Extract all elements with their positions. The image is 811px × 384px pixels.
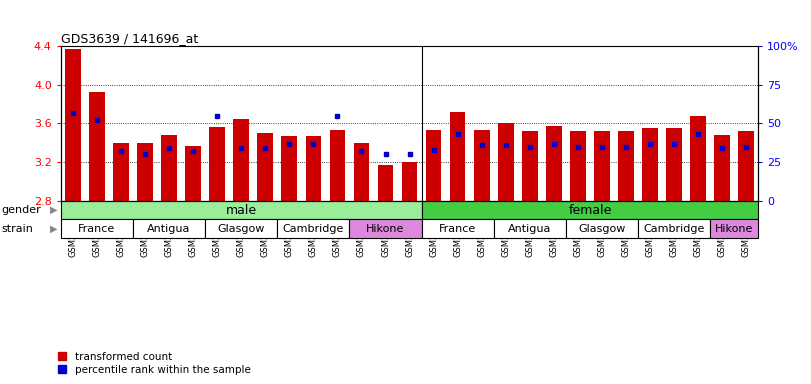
Text: Glasgow: Glasgow: [578, 224, 625, 234]
Bar: [494, 220, 566, 238]
Bar: [209, 127, 225, 201]
Bar: [710, 220, 758, 238]
Bar: [570, 131, 586, 201]
Bar: [546, 126, 562, 201]
Bar: [185, 146, 201, 201]
Text: female: female: [569, 204, 611, 217]
Text: Glasgow: Glasgow: [217, 224, 265, 234]
Bar: [234, 119, 249, 201]
Text: Antigua: Antigua: [508, 224, 551, 234]
Bar: [378, 165, 393, 201]
Bar: [522, 131, 538, 201]
Bar: [133, 220, 205, 238]
Bar: [594, 131, 610, 201]
Bar: [714, 135, 730, 201]
Bar: [566, 220, 638, 238]
Text: ▶: ▶: [50, 205, 58, 215]
Text: France: France: [439, 224, 476, 234]
Bar: [422, 220, 494, 238]
Bar: [642, 128, 658, 201]
Bar: [114, 143, 129, 201]
Bar: [474, 130, 490, 201]
Text: Cambridge: Cambridge: [643, 224, 705, 234]
Bar: [257, 133, 273, 201]
Bar: [739, 131, 754, 201]
Text: strain: strain: [2, 224, 33, 234]
Bar: [205, 220, 277, 238]
Bar: [277, 220, 350, 238]
Bar: [61, 201, 422, 220]
Text: gender: gender: [2, 205, 41, 215]
Bar: [61, 220, 133, 238]
Bar: [306, 136, 321, 201]
Text: ▶: ▶: [50, 224, 58, 234]
Bar: [450, 112, 466, 201]
Text: Antigua: Antigua: [148, 224, 191, 234]
Bar: [350, 220, 422, 238]
Bar: [65, 49, 80, 201]
Bar: [281, 136, 297, 201]
Text: GDS3639 / 141696_at: GDS3639 / 141696_at: [61, 32, 198, 45]
Bar: [137, 143, 152, 201]
Bar: [354, 143, 369, 201]
Bar: [618, 131, 634, 201]
Text: Hikone: Hikone: [715, 224, 753, 234]
Bar: [422, 201, 758, 220]
Bar: [690, 116, 706, 201]
Bar: [426, 130, 441, 201]
Bar: [401, 162, 418, 201]
Bar: [89, 91, 105, 201]
Text: Cambridge: Cambridge: [283, 224, 344, 234]
Text: Hikone: Hikone: [367, 224, 405, 234]
Bar: [638, 220, 710, 238]
Text: male: male: [225, 204, 257, 217]
Bar: [329, 130, 345, 201]
Bar: [498, 122, 513, 201]
Text: France: France: [79, 224, 115, 234]
Bar: [667, 128, 682, 201]
Legend: transformed count, percentile rank within the sample: transformed count, percentile rank withi…: [58, 352, 251, 375]
Bar: [161, 135, 177, 201]
